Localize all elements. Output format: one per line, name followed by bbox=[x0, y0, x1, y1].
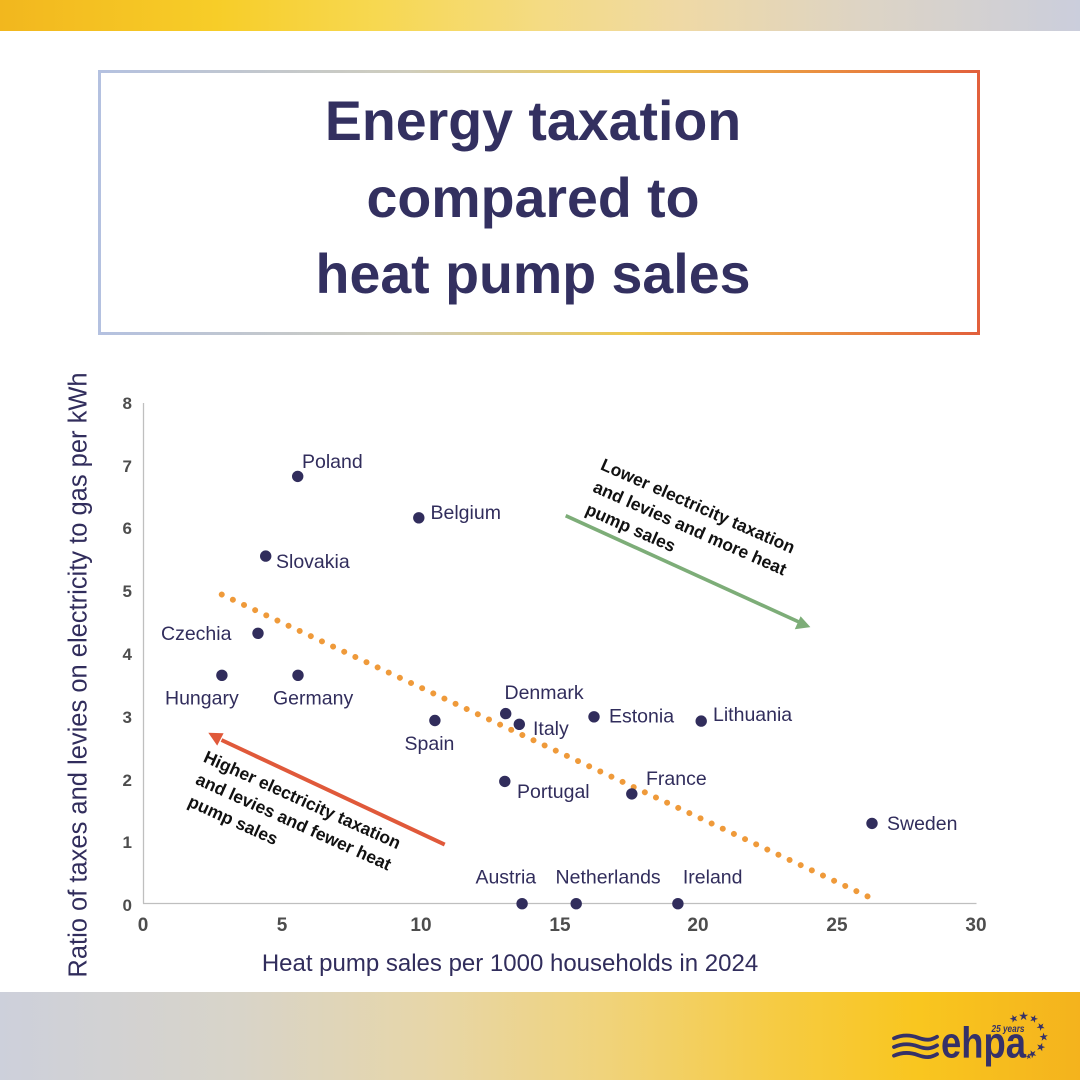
svg-text:3: 3 bbox=[123, 708, 132, 727]
svg-text:France: France bbox=[646, 768, 707, 790]
svg-text:25 years: 25 years bbox=[991, 1024, 1025, 1035]
svg-text:Germany: Germany bbox=[273, 688, 353, 710]
svg-text:20: 20 bbox=[687, 915, 708, 936]
svg-text:0: 0 bbox=[138, 915, 149, 936]
svg-text:Italy: Italy bbox=[533, 718, 569, 740]
svg-text:Lithuania: Lithuania bbox=[713, 704, 792, 726]
svg-text:Ireland: Ireland bbox=[683, 867, 743, 889]
svg-text:5: 5 bbox=[123, 582, 132, 601]
svg-text:6: 6 bbox=[123, 519, 132, 538]
svg-text:Denmark: Denmark bbox=[505, 682, 584, 704]
svg-text:Netherlands: Netherlands bbox=[556, 867, 661, 889]
svg-text:Austria: Austria bbox=[475, 867, 536, 889]
svg-text:4: 4 bbox=[123, 645, 133, 664]
svg-text:1: 1 bbox=[123, 833, 132, 852]
svg-text:Slovakia: Slovakia bbox=[276, 551, 350, 573]
svg-text:15: 15 bbox=[549, 915, 571, 936]
svg-text:Heat pump sales per 1000 house: Heat pump sales per 1000 households in 2… bbox=[262, 950, 758, 977]
svg-text:Poland: Poland bbox=[302, 451, 363, 473]
svg-text:7: 7 bbox=[123, 457, 132, 476]
svg-text:0: 0 bbox=[123, 896, 132, 915]
svg-text:30: 30 bbox=[965, 915, 986, 936]
svg-text:10: 10 bbox=[410, 915, 431, 936]
svg-text:2: 2 bbox=[123, 771, 132, 790]
svg-text:Ratio of taxes and levies on e: Ratio of taxes and levies on electricity… bbox=[65, 372, 93, 977]
svg-text:Portugal: Portugal bbox=[517, 781, 590, 803]
svg-text:Hungary: Hungary bbox=[165, 688, 239, 710]
svg-text:Spain: Spain bbox=[405, 733, 455, 755]
svg-text:Belgium: Belgium bbox=[431, 502, 501, 524]
svg-text:Estonia: Estonia bbox=[609, 706, 674, 728]
svg-text:8: 8 bbox=[123, 394, 132, 413]
svg-text:5: 5 bbox=[277, 915, 288, 936]
svg-text:25: 25 bbox=[826, 915, 848, 936]
svg-text:ehpa: ehpa bbox=[941, 1019, 1026, 1068]
svg-text:Czechia: Czechia bbox=[161, 623, 232, 645]
svg-text:Sweden: Sweden bbox=[887, 813, 957, 835]
